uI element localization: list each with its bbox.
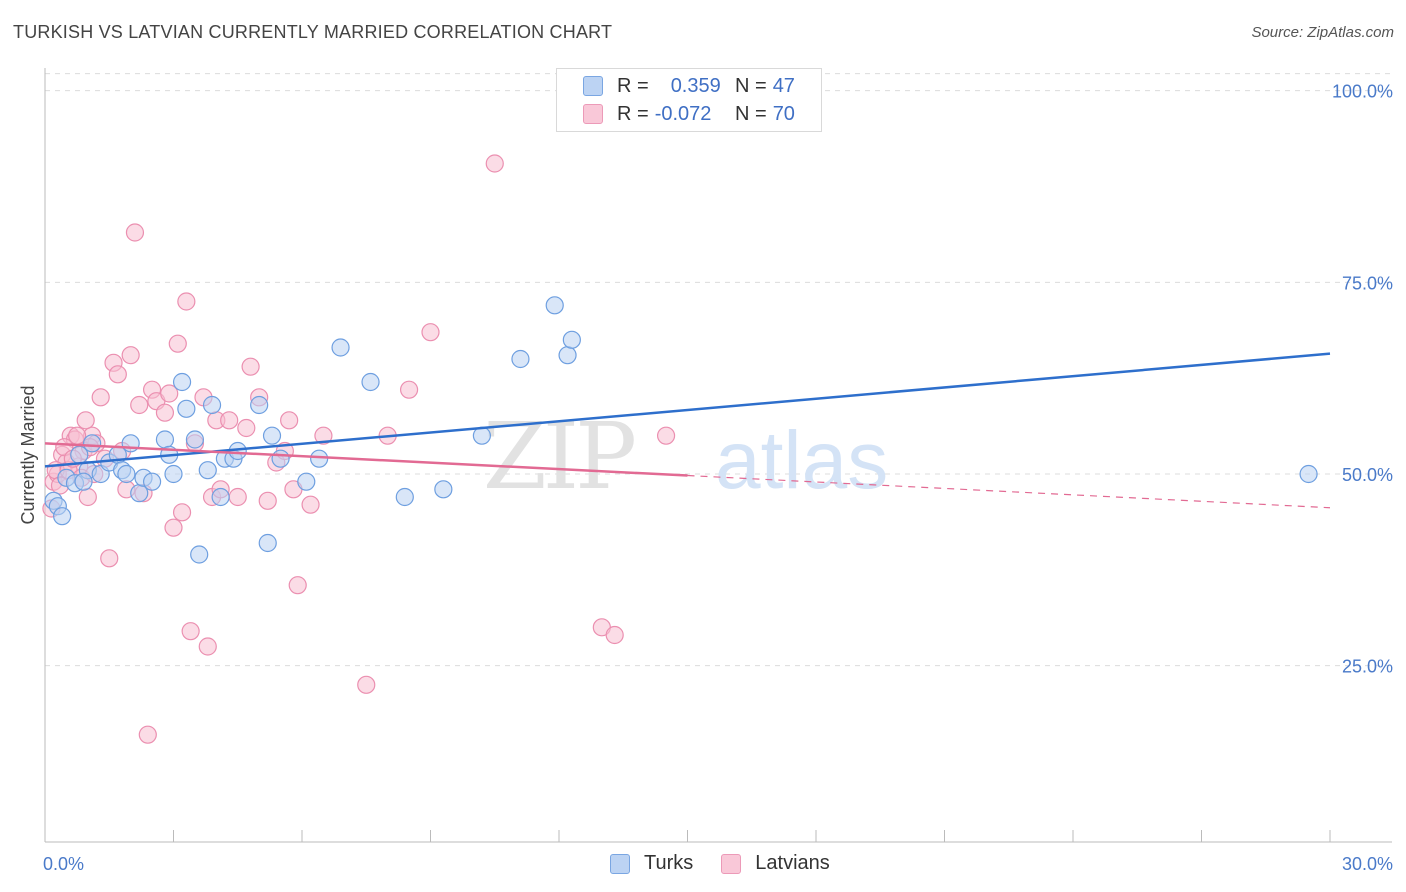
legend-row-turks: R = 0.359 N = 47 bbox=[557, 71, 795, 101]
latvians-point bbox=[198, 637, 217, 656]
y-tick-label-100: 100.0% bbox=[1332, 82, 1393, 102]
latvians-point bbox=[258, 491, 277, 510]
turks-point bbox=[434, 480, 453, 499]
turks-point bbox=[558, 346, 577, 365]
legend-n-turks: N = 47 bbox=[735, 74, 795, 97]
turks-point bbox=[361, 372, 380, 392]
legend-r-latvians: R = -0.072 bbox=[617, 102, 712, 125]
turks-point bbox=[198, 461, 217, 480]
turks-point bbox=[258, 533, 277, 553]
y-tick-label-50: 50.0% bbox=[1342, 465, 1393, 485]
latvians-point bbox=[241, 357, 260, 376]
turks-point bbox=[297, 472, 316, 491]
latvians-point bbox=[237, 418, 256, 438]
x-tick-label-max: 30.0% bbox=[1342, 854, 1393, 874]
turks-point bbox=[121, 434, 140, 453]
latvians-point bbox=[357, 675, 376, 694]
turks-point bbox=[202, 395, 222, 415]
turks-point bbox=[211, 487, 230, 507]
latvians-point bbox=[168, 334, 187, 353]
turks-point bbox=[331, 338, 350, 357]
turks-point bbox=[545, 296, 564, 315]
latvians-point bbox=[172, 503, 192, 522]
y-tick-label-75: 75.0% bbox=[1342, 273, 1393, 293]
turks-point bbox=[395, 487, 414, 507]
trend-lines bbox=[44, 352, 1331, 509]
y-tick-label-25: 25.0% bbox=[1342, 657, 1393, 677]
watermark-atlas: atlas bbox=[715, 415, 888, 506]
turks-point bbox=[271, 449, 290, 468]
turks-point bbox=[172, 372, 192, 392]
latvians-point bbox=[399, 380, 419, 399]
latvians-swatch bbox=[583, 104, 603, 124]
latvians-point bbox=[656, 426, 676, 445]
chart-title: TURKISH VS LATVIAN CURRENTLY MARRIED COR… bbox=[13, 22, 613, 42]
latvians-point bbox=[314, 426, 333, 445]
legend-item-latvians[interactable]: Latvians bbox=[721, 852, 830, 875]
latvians-point bbox=[108, 365, 127, 384]
turks-point bbox=[250, 395, 269, 415]
watermark: ZIP atlas bbox=[483, 403, 888, 510]
axes bbox=[44, 68, 1392, 843]
latvians-point bbox=[76, 411, 95, 430]
turks-point bbox=[74, 472, 93, 491]
latvians-point bbox=[100, 549, 119, 568]
latvians-point bbox=[177, 292, 196, 311]
legend-row-latvians: R = -0.072 N = 70 bbox=[557, 99, 795, 129]
turks-point bbox=[310, 449, 329, 468]
turks-point bbox=[53, 507, 72, 526]
latvians-legend-swatch bbox=[721, 853, 742, 874]
turks-point bbox=[185, 430, 205, 449]
latvians-point bbox=[164, 518, 183, 537]
correlation-legend: R = 0.359 N = 47 R = -0.072 N = 70 bbox=[556, 68, 822, 132]
latvians-point bbox=[130, 395, 149, 415]
latvians-point bbox=[78, 487, 97, 507]
turks-trend-line bbox=[44, 352, 1331, 468]
turks-point bbox=[262, 426, 282, 445]
turks-point bbox=[117, 464, 136, 484]
turks-point bbox=[83, 434, 102, 453]
turks-point bbox=[164, 464, 183, 484]
latvians-point bbox=[605, 625, 624, 645]
latvians-point bbox=[138, 725, 157, 744]
latvians-point bbox=[280, 411, 299, 430]
watermark-zip: ZIP bbox=[483, 403, 634, 510]
source-label: Source: ZipAtlas.com bbox=[1251, 24, 1394, 41]
turks-legend-label: Turks bbox=[644, 852, 694, 874]
turks-legend-swatch bbox=[610, 853, 630, 874]
latvians-trend-line bbox=[44, 442, 688, 477]
latvians-point bbox=[288, 576, 307, 595]
turks-point bbox=[562, 330, 581, 349]
turks-point bbox=[511, 349, 530, 369]
turks-swatch bbox=[583, 76, 603, 96]
turks-point bbox=[142, 472, 162, 491]
latvians-point bbox=[228, 487, 247, 507]
latvians-point bbox=[155, 403, 175, 422]
latvians-point bbox=[181, 622, 200, 641]
latvians-point bbox=[220, 411, 239, 430]
y-axis-label: Currently Married bbox=[18, 385, 38, 524]
latvians-point bbox=[125, 223, 145, 242]
legend-r-turks: R = 0.359 bbox=[617, 74, 721, 97]
tick-labels: 25.0% 50.0% 75.0% 100.0% 0.0% 30.0% bbox=[43, 82, 1393, 874]
turks-point bbox=[177, 399, 196, 418]
legend-item-turks[interactable]: Turks bbox=[610, 852, 693, 875]
turks-point bbox=[1299, 464, 1318, 484]
latvians-point bbox=[421, 323, 440, 342]
turks-point bbox=[190, 545, 209, 564]
latvians-point bbox=[121, 346, 140, 365]
series-legend: Turks Latvians bbox=[610, 852, 858, 875]
turks-point bbox=[155, 430, 175, 449]
legend-n-latvians: N = 70 bbox=[735, 102, 795, 125]
x-tick-label-min: 0.0% bbox=[43, 854, 84, 874]
latvians-point bbox=[301, 495, 320, 514]
latvians-trend-extension bbox=[687, 474, 1331, 509]
latvians-point bbox=[91, 388, 110, 407]
latvians-point bbox=[485, 154, 504, 173]
turks-points bbox=[44, 296, 1318, 564]
latvians-point bbox=[160, 384, 179, 403]
latvians-legend-label: Latvians bbox=[755, 852, 830, 874]
